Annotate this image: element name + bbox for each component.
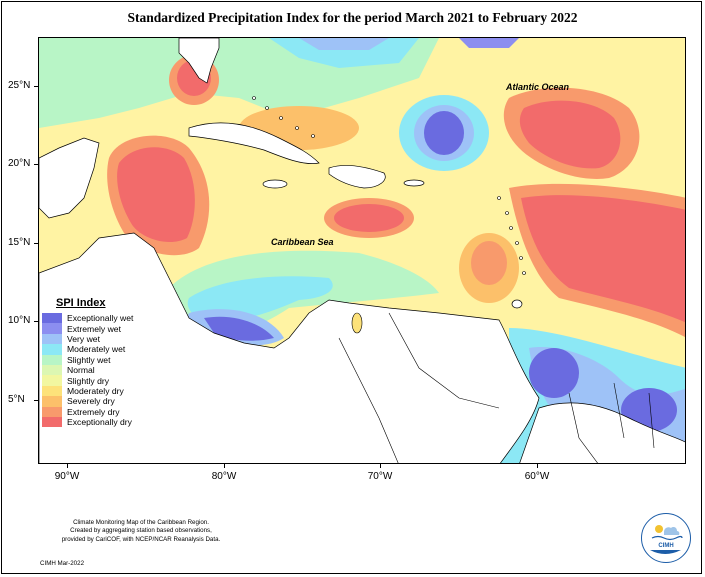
lon-tick-70w bbox=[380, 464, 381, 468]
legend-item-label: Extremely dry bbox=[67, 406, 120, 417]
legend-swatch bbox=[42, 406, 62, 417]
spi-legend: SPI Index Exceptionally wet Extremely wet… bbox=[42, 297, 162, 428]
lat-tick-20n bbox=[34, 164, 38, 165]
label-atlantic-ocean: Atlantic Ocean bbox=[506, 82, 570, 92]
lat-label-15n: 15°N bbox=[8, 237, 31, 248]
label-caribbean-sea: Caribbean Sea bbox=[271, 237, 334, 247]
lon-tick-90w bbox=[67, 464, 68, 468]
legend-item-label: Normal bbox=[67, 365, 95, 376]
lat-label-20n: 20°N bbox=[8, 158, 31, 169]
legend-item-label: Exceptionally dry bbox=[67, 417, 132, 428]
legend-item: Very wet bbox=[42, 333, 162, 345]
legend-item-label: Slightly wet bbox=[67, 354, 111, 365]
legend-item: Slightly dry bbox=[42, 375, 162, 386]
lat-label-5n: 5°N bbox=[8, 394, 25, 405]
lat-tick-10n bbox=[34, 321, 38, 322]
legend-swatch bbox=[42, 385, 62, 397]
legend-item: Moderately wet bbox=[42, 344, 162, 355]
credit-line-2: Created by aggregating station based obs… bbox=[70, 527, 212, 535]
cimh-logo-icon: CIMH bbox=[641, 513, 691, 563]
legend-swatch bbox=[42, 333, 62, 345]
legend-item: Exceptionally wet bbox=[42, 313, 162, 324]
legend-item: Moderately dry bbox=[42, 385, 162, 397]
lat-tick-5n bbox=[34, 400, 38, 401]
credit-line-1: Climate Monitoring Map of the Caribbean … bbox=[73, 519, 209, 526]
legend-item-label: Very wet bbox=[67, 333, 100, 344]
legend-swatch bbox=[42, 396, 62, 407]
lon-label-70w: 70°W bbox=[367, 471, 393, 482]
legend-item-label: Slightly dry bbox=[67, 375, 110, 386]
legend-item: Exceptionally dry bbox=[42, 416, 162, 428]
map-title: Standardized Precipitation Index for the… bbox=[127, 10, 578, 25]
legend-swatch bbox=[42, 344, 62, 355]
legend-item: Normal bbox=[42, 364, 162, 376]
legend-swatch bbox=[42, 416, 62, 428]
lat-label-25n: 25°N bbox=[8, 80, 31, 91]
cimh-logo-graphic bbox=[650, 525, 683, 554]
legend-item: Extremely dry bbox=[42, 406, 162, 417]
lon-label-90w: 90°W bbox=[54, 471, 80, 482]
spi-map bbox=[38, 37, 686, 464]
credit-date: CIMH Mar-2022 bbox=[40, 560, 85, 567]
lon-label-80w: 80°W bbox=[211, 471, 237, 482]
legend-item-label: Severely dry bbox=[67, 396, 115, 407]
lon-tick-80w bbox=[224, 464, 225, 468]
spi-map-surface bbox=[39, 38, 685, 463]
legend-item-label: Moderately wet bbox=[67, 344, 126, 355]
credit-text: Climate Monitoring Map of the Caribbean … bbox=[26, 519, 256, 544]
legend-swatch bbox=[42, 323, 62, 334]
credit-line-3: provided by CariCOF, with NCEP/NCAR Rean… bbox=[61, 535, 221, 543]
lat-tick-15n bbox=[34, 243, 38, 244]
legend-item: Severely dry bbox=[42, 396, 162, 407]
cimh-logo-text: CIMH bbox=[658, 543, 674, 549]
lat-label-10n: 10°N bbox=[8, 315, 31, 326]
legend-item-label: Moderately dry bbox=[67, 385, 124, 396]
lat-tick-25n bbox=[34, 86, 38, 87]
legend-swatch bbox=[42, 375, 62, 386]
legend-title: SPI Index bbox=[56, 297, 106, 309]
legend-item: Extremely wet bbox=[42, 323, 162, 334]
lon-label-60w: 60°W bbox=[524, 471, 550, 482]
legend-item-label: Exceptionally wet bbox=[67, 313, 134, 324]
legend-item-label: Extremely wet bbox=[67, 323, 121, 334]
legend-swatch bbox=[42, 364, 62, 376]
legend-swatch bbox=[42, 313, 62, 324]
legend-item: Slightly wet bbox=[42, 354, 162, 365]
legend-swatch bbox=[42, 354, 62, 365]
lon-tick-60w bbox=[537, 464, 538, 468]
